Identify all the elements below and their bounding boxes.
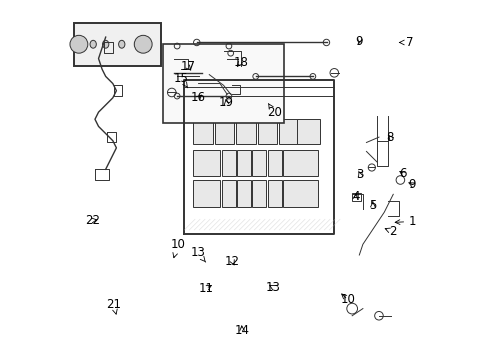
Text: 1: 1 <box>395 215 416 228</box>
Text: 11: 11 <box>198 282 213 295</box>
Circle shape <box>134 35 152 53</box>
Bar <box>193 119 213 144</box>
Ellipse shape <box>102 40 109 48</box>
Bar <box>222 150 236 176</box>
Bar <box>237 150 251 176</box>
Text: 13: 13 <box>191 246 206 262</box>
Bar <box>215 119 234 144</box>
Text: 6: 6 <box>399 167 407 180</box>
Text: 16: 16 <box>191 91 206 104</box>
Text: 9: 9 <box>408 178 416 191</box>
Bar <box>297 119 320 144</box>
Bar <box>352 193 361 202</box>
Text: 12: 12 <box>225 255 240 268</box>
Bar <box>193 180 220 207</box>
Bar <box>252 150 267 176</box>
Bar <box>236 119 256 144</box>
Text: 13: 13 <box>266 281 280 294</box>
Text: 4: 4 <box>352 190 360 203</box>
Text: 3: 3 <box>356 168 364 181</box>
Ellipse shape <box>90 40 97 48</box>
Text: 9: 9 <box>356 35 363 48</box>
Ellipse shape <box>135 40 141 48</box>
Text: 19: 19 <box>219 96 234 109</box>
Text: 5: 5 <box>369 198 377 212</box>
Text: 15: 15 <box>174 72 189 88</box>
Bar <box>193 150 220 176</box>
Text: 10: 10 <box>341 293 355 306</box>
Bar <box>163 44 284 123</box>
Bar <box>268 180 282 207</box>
Text: 7: 7 <box>399 36 413 49</box>
Circle shape <box>70 35 88 53</box>
Bar <box>283 180 318 207</box>
Text: 10: 10 <box>171 238 185 258</box>
Text: 18: 18 <box>233 55 248 69</box>
Bar <box>222 180 236 207</box>
Text: 21: 21 <box>106 298 121 314</box>
Ellipse shape <box>77 40 84 48</box>
Text: 20: 20 <box>267 104 282 120</box>
Text: 17: 17 <box>180 60 196 73</box>
Ellipse shape <box>119 40 125 48</box>
Bar <box>279 119 298 144</box>
Bar <box>268 150 282 176</box>
Text: 14: 14 <box>235 324 249 337</box>
Bar <box>283 150 318 176</box>
Bar <box>252 180 267 207</box>
Bar <box>258 119 277 144</box>
Bar <box>74 23 161 66</box>
Text: 2: 2 <box>385 225 397 238</box>
Bar <box>237 180 251 207</box>
Text: 22: 22 <box>85 214 100 227</box>
Text: 8: 8 <box>386 131 394 144</box>
